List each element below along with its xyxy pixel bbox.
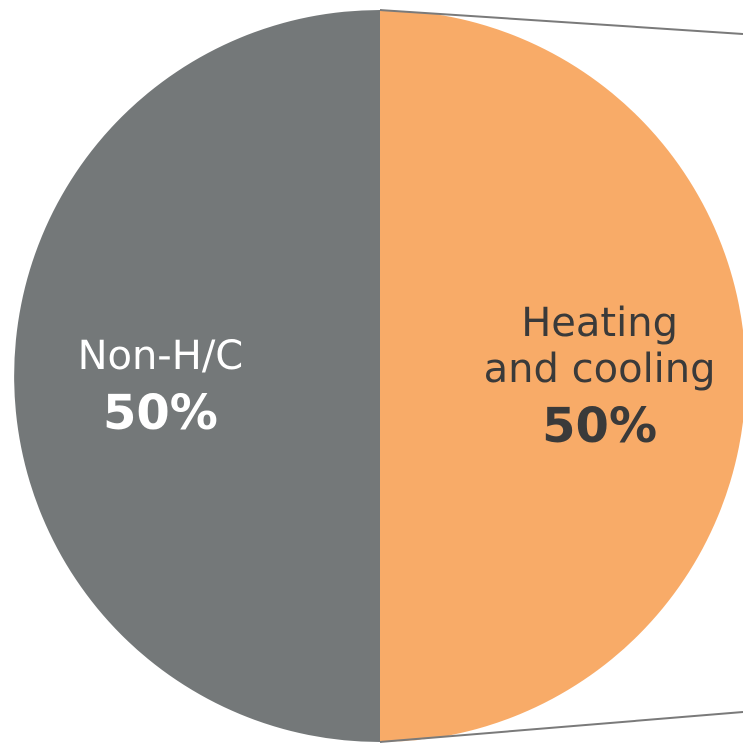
slice-label-1-line-1: and cooling [484,346,716,392]
callout-line-1 [379,711,743,743]
slice-label-1-line-0: Heating [521,300,678,346]
callout-line-0 [379,9,743,35]
slice-value-label-1: 50% [542,398,657,454]
pie-slices [14,10,743,742]
pie-slice-1 [380,10,743,742]
slice-value-label-0: 50% [103,385,218,441]
callout-connector-lines [379,9,743,743]
pie-slice-0 [14,10,381,742]
slice-label-0-line-0: Non-H/C [78,333,244,379]
